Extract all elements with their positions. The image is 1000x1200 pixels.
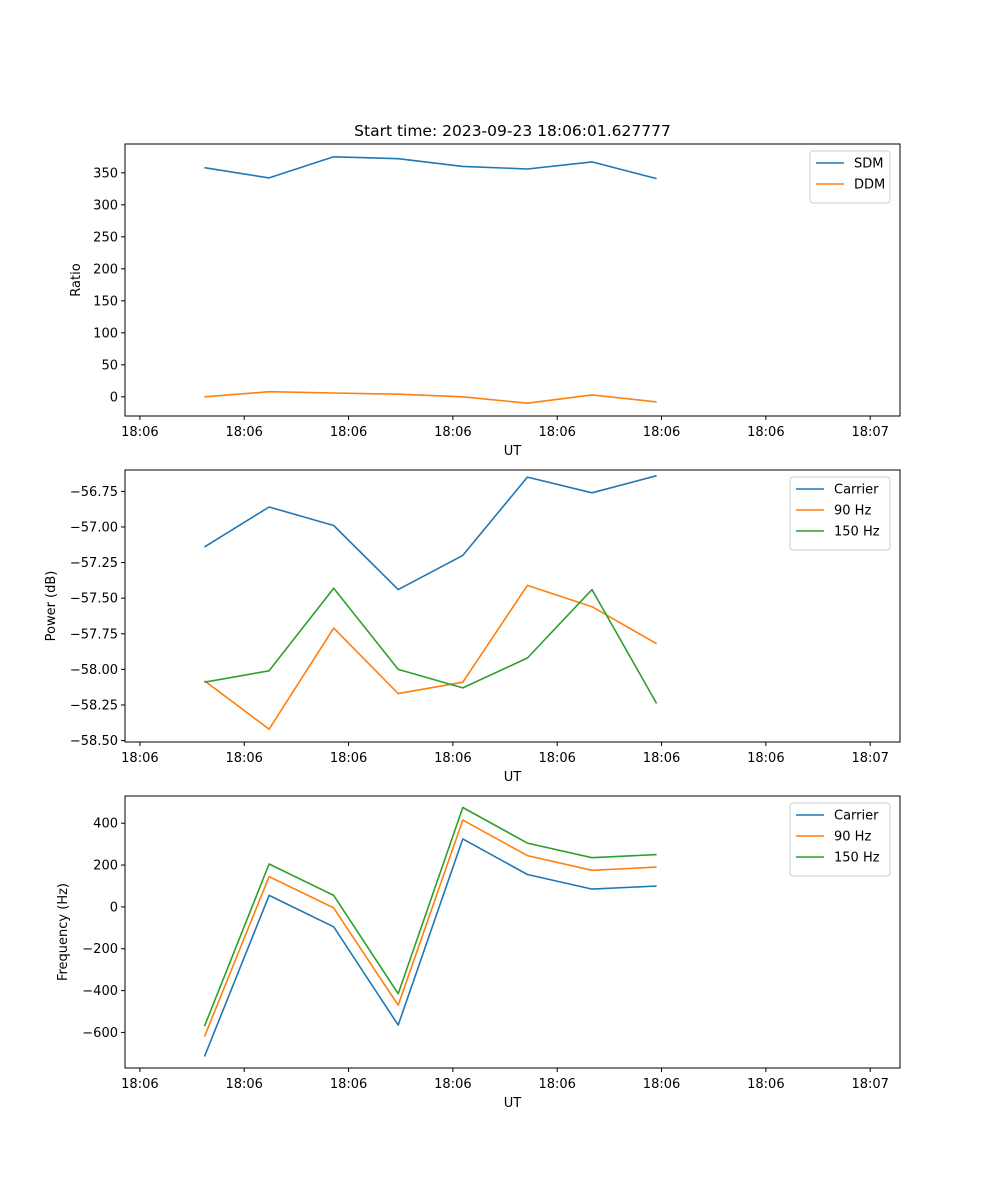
x-tick-label: 18:06 [225,1077,262,1092]
y-tick-label: 0 [110,390,118,405]
y-tick-label: 0 [110,900,118,915]
y-tick-label: −58.25 [70,698,118,713]
x-tick-label: 18:06 [434,751,471,766]
series-line-90-hz [203,819,657,1037]
x-tick-label: 18:06 [643,1077,680,1092]
x-tick-label: 18:06 [330,1077,367,1092]
legend-label: 150 Hz [834,525,880,540]
chart-title: Start time: 2023-09-23 18:06:01.627777 [354,122,671,140]
legend-label: Carrier [834,809,879,824]
y-tick-label: 100 [93,326,118,341]
y-axis-label: Power (dB) [44,571,59,642]
x-tick-label: 18:07 [851,425,888,440]
series-line-sdm [204,156,657,180]
legend: Carrier 90 Hz 150 Hz [789,476,891,551]
axes-frame [124,469,901,743]
x-tick-label: 18:06 [225,425,262,440]
y-tick-label: 250 [93,230,118,245]
series-line-carrier [204,474,657,591]
y-tick-label: −58.50 [70,734,118,749]
legend-label: 90 Hz [834,830,871,845]
series-line-carrier [203,838,657,1057]
x-tick-label: 18:06 [538,1077,575,1092]
series-line-90-hz [204,584,657,731]
legend-label: SDM [854,157,883,172]
x-axis-label: UT [504,1096,522,1111]
subplot-3: 18:06 18:06 18:06 18:06 18:06 18:06 18:06 18:07… [56,795,901,1111]
series-line-150-hz [204,587,658,704]
y-tick-label: 200 [93,859,118,874]
legend: SDM DDM [809,150,891,204]
y-axis-label: Frequency (Hz) [56,883,71,981]
x-tick-label: 18:06 [538,425,575,440]
legend-label: 150 Hz [834,851,880,866]
y-tick-label: −57.25 [70,556,118,571]
x-tick-label: 18:06 [434,1077,471,1092]
x-tick-label: 18:06 [121,751,158,766]
y-tick-label: 150 [93,294,118,309]
x-tick-label: 18:06 [747,425,784,440]
y-axis-label: Ratio [69,263,84,296]
x-tick-label: 18:07 [851,751,888,766]
subplot-2: 18:06 18:06 18:06 18:06 18:06 18:06 18:06 18:07… [44,469,901,785]
y-tick-label: −400 [82,984,118,999]
y-tick-label: −200 [82,942,118,957]
x-axis-label: UT [504,770,522,785]
x-axis-label: UT [504,444,522,459]
x-tick-label: 18:06 [643,425,680,440]
x-tick-label: 18:06 [643,751,680,766]
y-tick-label: −57.50 [70,592,118,607]
legend-label: 90 Hz [834,504,871,519]
y-tick-label: 400 [93,817,118,832]
x-tick-label: 18:06 [538,751,575,766]
y-tick-label: 50 [101,358,118,373]
series-line-ddm [204,390,657,405]
y-tick-label: −58.00 [70,663,118,678]
legend-label: DDM [854,178,885,193]
legend-label: Carrier [834,483,879,498]
y-tick-label: 350 [93,166,118,181]
series-line-150-hz [203,806,657,1027]
y-tick-label: −57.75 [70,627,118,642]
x-tick-label: 18:06 [225,751,262,766]
subplot-1: Start time: 2023-09-23 18:06:01.627777 18… [69,122,901,459]
x-tick-label: 18:06 [747,751,784,766]
x-tick-label: 18:06 [330,751,367,766]
x-tick-label: 18:06 [121,425,158,440]
x-tick-label: 18:07 [851,1077,888,1092]
axes-frame [124,795,901,1069]
y-tick-label: −56.75 [70,485,118,500]
x-tick-label: 18:06 [434,425,471,440]
x-tick-label: 18:06 [747,1077,784,1092]
y-tick-label: −57.00 [70,520,118,535]
legend: Carrier 90 Hz 150 Hz [789,802,891,877]
y-tick-label: −600 [82,1026,118,1041]
legend-box [809,150,891,204]
y-tick-label: 200 [93,262,118,277]
y-tick-label: 300 [93,198,118,213]
x-tick-label: 18:06 [330,425,367,440]
axes-frame [124,143,901,417]
x-tick-label: 18:06 [121,1077,158,1092]
